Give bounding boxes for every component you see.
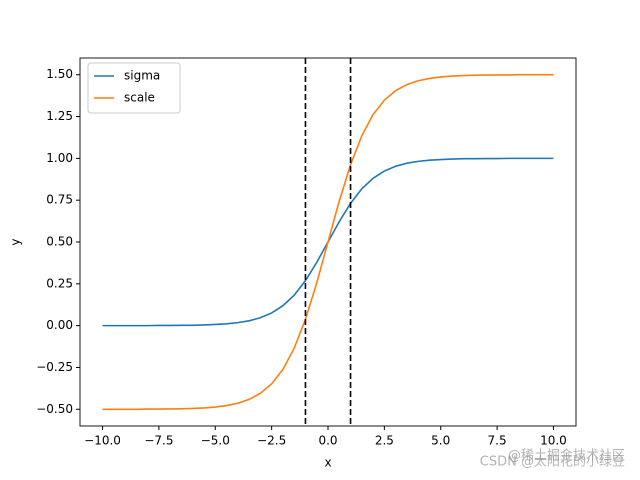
x-tick-label: −10.0 (84, 434, 121, 448)
y-tick-label: −0.25 (36, 360, 73, 374)
y-tick-label: 0.75 (46, 193, 73, 207)
y-tick-label: 1.50 (46, 67, 73, 81)
x-tick-label: −5.0 (201, 434, 230, 448)
y-tick-label: 0.00 (46, 318, 73, 332)
y-tick-label: 0.50 (46, 235, 73, 249)
x-tick-label: 10.0 (540, 434, 567, 448)
x-axis-label: x (324, 456, 331, 470)
y-tick-label: −0.50 (36, 402, 73, 416)
watermark: @稀土掘金技术社区 (508, 448, 625, 464)
line-series (102, 73, 554, 411)
legend-label: sigma (124, 69, 160, 83)
y-tick-label: 1.25 (46, 109, 73, 123)
legend-label: scale (124, 91, 155, 105)
x-tick-label: 0.0 (318, 434, 337, 448)
x-tick-label: 7.5 (488, 434, 507, 448)
watermark: CSDN @太阳花的小绿豆 (480, 454, 625, 470)
axes-frame (79, 57, 577, 427)
x-tick-label: −2.5 (257, 434, 286, 448)
x-tick-label: −7.5 (144, 434, 173, 448)
x-tick-label: 2.5 (375, 434, 394, 448)
y-tick-label: 0.25 (46, 276, 73, 290)
x-tick-label: 5.0 (431, 434, 450, 448)
y-axis-label: y (9, 238, 23, 245)
y-tick-label: 1.00 (46, 151, 73, 165)
